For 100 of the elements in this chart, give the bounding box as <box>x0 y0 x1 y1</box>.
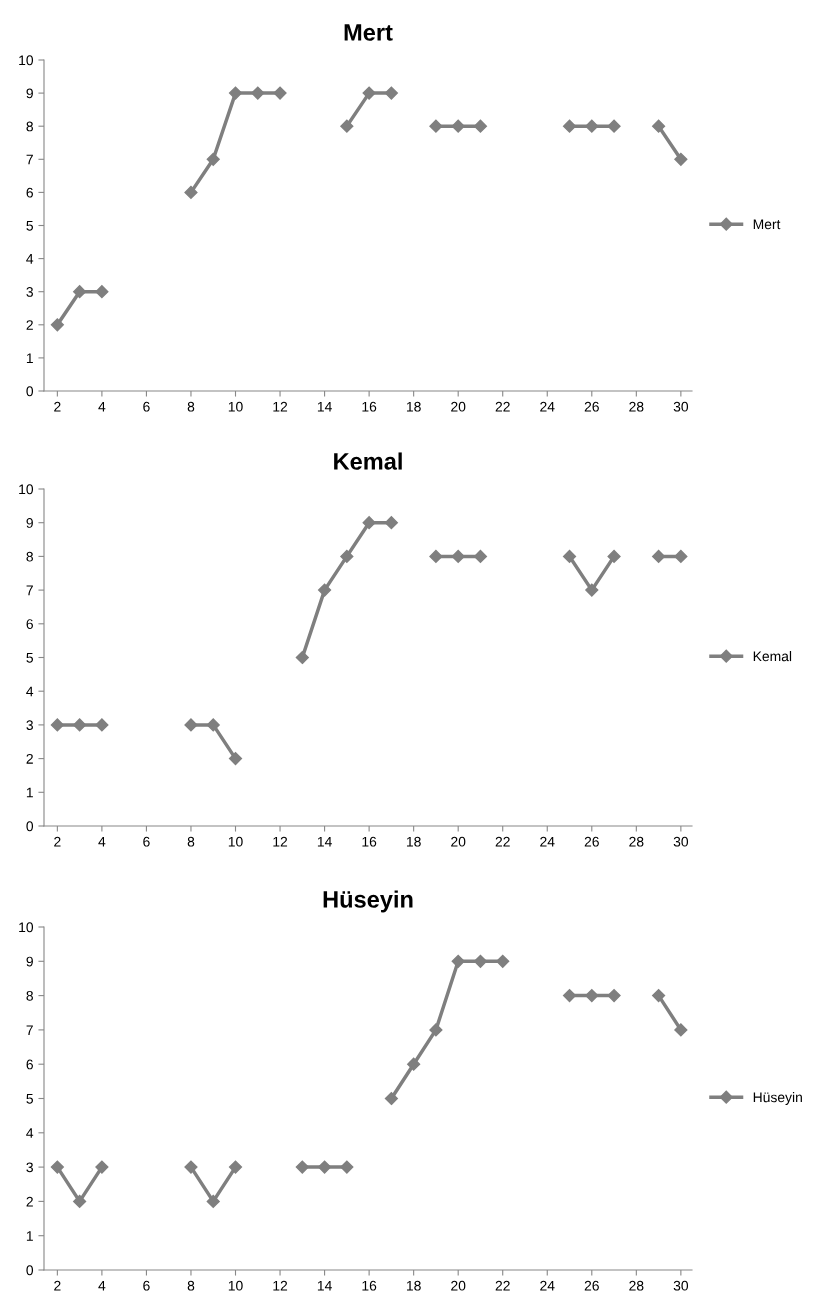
point <box>674 1023 688 1037</box>
x-tick-label: 20 <box>451 1280 466 1291</box>
x-tick-label: 22 <box>495 1280 510 1291</box>
point <box>295 1160 309 1174</box>
y-tick-label: 9 <box>26 956 33 967</box>
x-tick-label: 20 <box>451 836 466 847</box>
point <box>362 86 376 100</box>
point <box>50 718 64 732</box>
point <box>451 119 465 133</box>
point <box>95 1160 109 1174</box>
y-tick-label: 3 <box>26 720 33 731</box>
y-tick-label: 1 <box>26 1231 33 1241</box>
point <box>206 152 220 166</box>
x-tick-label: 14 <box>317 836 332 847</box>
x-tick-label: 30 <box>673 836 689 847</box>
y-tick-label: 0 <box>26 821 34 832</box>
point <box>228 86 243 100</box>
point <box>228 1160 243 1174</box>
x-tick-label: 16 <box>362 1280 377 1291</box>
point <box>585 583 599 597</box>
point <box>384 86 398 100</box>
x-tick-label: 12 <box>273 401 288 412</box>
point <box>451 549 465 563</box>
x-tick-label: 10 <box>228 401 243 412</box>
x-tick-label: 14 <box>317 401 332 412</box>
chart-title: Mert <box>344 24 393 41</box>
y-tick-label: 4 <box>26 254 34 264</box>
point <box>228 752 243 766</box>
x-tick-label: 8 <box>187 836 195 847</box>
y-tick-label: 9 <box>26 518 33 528</box>
x-tick-label: 12 <box>273 836 288 847</box>
y-tick-label: 3 <box>26 287 33 297</box>
y-tick-label: 2 <box>26 1196 33 1207</box>
point <box>184 718 198 732</box>
x-tick-label: 24 <box>540 401 555 412</box>
y-tick-label: 6 <box>26 187 33 198</box>
point <box>362 516 376 530</box>
point <box>652 119 666 133</box>
y-tick-label: 10 <box>19 55 34 66</box>
point <box>384 516 398 530</box>
y-tick-label: 7 <box>26 154 33 165</box>
point <box>317 1160 332 1174</box>
x-tick-label: 28 <box>629 1280 644 1291</box>
legend-label: Kemal <box>753 651 792 662</box>
point <box>562 119 577 133</box>
x-tick-label: 26 <box>584 1280 599 1291</box>
y-tick-label: 8 <box>26 551 33 562</box>
x-tick-label: 10 <box>228 836 243 847</box>
y-tick-label: 4 <box>26 1128 34 1138</box>
y-tick-label: 7 <box>26 1025 33 1035</box>
point <box>674 152 688 166</box>
x-tick-label: 4 <box>98 1280 106 1291</box>
y-tick-label: 8 <box>26 990 33 1001</box>
point <box>652 549 666 563</box>
legend-label: Hüseyin <box>753 1092 802 1105</box>
point <box>340 549 354 563</box>
y-tick-label: 10 <box>19 484 34 495</box>
x-tick-label: 16 <box>362 836 377 847</box>
point <box>429 119 443 133</box>
point <box>562 989 577 1003</box>
y-tick-label: 5 <box>26 1093 33 1104</box>
point <box>585 989 599 1003</box>
y-tick-label: 10 <box>19 922 34 933</box>
point <box>340 1160 354 1174</box>
x-tick-label: 18 <box>406 401 421 412</box>
point <box>73 285 87 299</box>
y-tick-label: 1 <box>26 787 33 798</box>
y-tick-label: 5 <box>26 652 33 663</box>
x-tick-label: 6 <box>143 836 150 847</box>
chart-title: Hüseyin <box>323 890 413 913</box>
x-tick-label: 26 <box>584 836 599 847</box>
x-tick-label: 30 <box>673 1280 689 1291</box>
x-tick-label: 24 <box>540 1280 555 1291</box>
y-tick-label: 9 <box>26 88 33 99</box>
point <box>384 1091 398 1106</box>
point <box>95 285 109 299</box>
point <box>607 119 621 133</box>
y-tick-label: 8 <box>26 121 33 132</box>
point <box>473 119 488 133</box>
point <box>273 86 287 100</box>
x-tick-label: 10 <box>228 1280 243 1291</box>
y-tick-label: 3 <box>26 1162 33 1173</box>
x-tick-label: 18 <box>406 836 421 847</box>
point <box>429 1023 443 1037</box>
point <box>295 650 309 665</box>
x-tick-label: 4 <box>98 836 106 847</box>
x-tick-label: 12 <box>273 1280 288 1291</box>
point <box>674 549 688 563</box>
x-tick-label: 18 <box>406 1280 421 1291</box>
x-tick-label: 20 <box>451 401 466 412</box>
point <box>496 954 510 968</box>
point <box>562 549 577 563</box>
point <box>184 1160 198 1174</box>
y-tick-label: 2 <box>26 753 33 764</box>
point <box>73 1194 87 1208</box>
y-tick-label: 1 <box>26 353 33 363</box>
x-tick-label: 2 <box>54 836 61 847</box>
point <box>340 119 354 133</box>
point <box>473 954 488 968</box>
x-tick-label: 30 <box>673 401 689 412</box>
